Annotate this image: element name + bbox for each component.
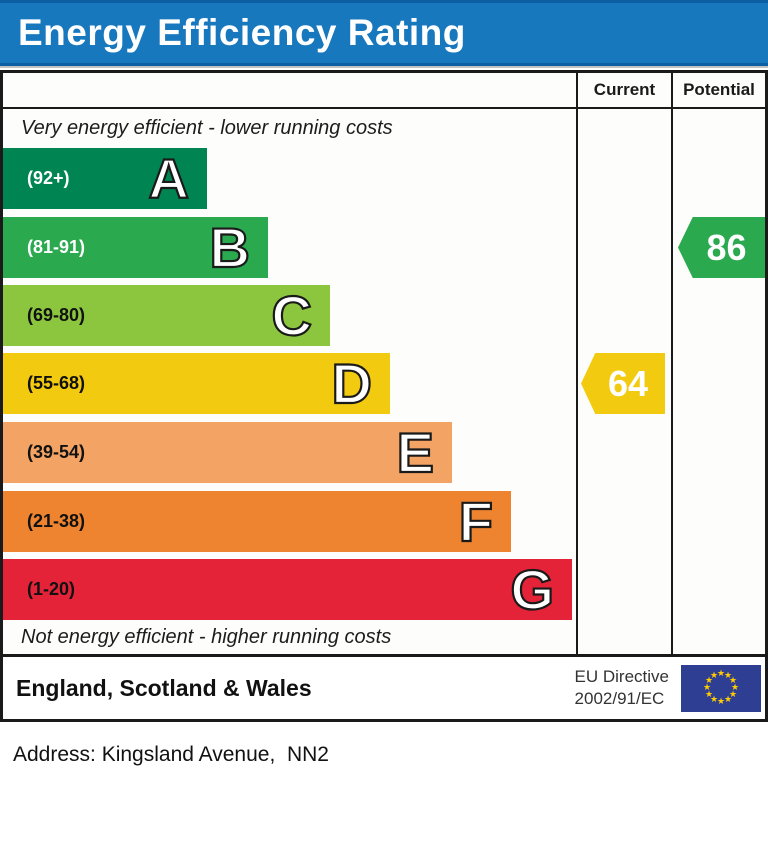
address-line: Address: Kingsland Avenue, NN2 — [13, 743, 329, 766]
potential-rating-arrow: 86 — [678, 217, 765, 278]
band-g-letter: G — [509, 558, 555, 621]
band-d-letter: D — [330, 352, 373, 415]
svg-text:★: ★ — [724, 695, 732, 705]
band-c-range-label: (69-80) — [27, 305, 86, 325]
svg-text:★: ★ — [710, 671, 718, 681]
current-column-header: Current — [593, 80, 656, 99]
svg-text:★: ★ — [717, 669, 725, 679]
eu-directive-line2: 2002/91/EC — [574, 689, 665, 708]
svg-text:★: ★ — [705, 676, 713, 686]
top-annotation: Very energy efficient - lower running co… — [21, 117, 393, 139]
svg-text:★: ★ — [731, 683, 739, 693]
band-f-bar: (21-38) F — [3, 490, 511, 553]
band-b-bar: (81-91) B — [3, 216, 268, 279]
table-header-row: Current Potential — [3, 73, 765, 109]
svg-text:★: ★ — [729, 690, 737, 700]
eu-flag-icon: ★ ★ ★ ★ ★ ★ ★ ★ ★ ★ ★ ★ — [681, 664, 761, 712]
band-e-range-label: (39-54) — [27, 442, 86, 462]
band-e-bar: (39-54) E — [3, 421, 452, 484]
potential-column-header: Potential — [683, 80, 755, 99]
band-g-bar: (1-20) G — [3, 558, 572, 621]
chart-title-bar: Energy Efficiency Rating — [0, 0, 768, 66]
svg-text:★: ★ — [717, 697, 725, 707]
band-c-letter: C — [270, 284, 313, 347]
band-a-range-label: (92+) — [27, 168, 70, 188]
eu-directive-line1: EU Directive — [574, 666, 669, 686]
band-f-letter: F — [458, 490, 494, 553]
band-a-letter: A — [147, 147, 190, 210]
svg-text:★: ★ — [710, 695, 718, 705]
potential-column-divider — [671, 73, 673, 654]
band-b-range-label: (81-91) — [27, 237, 86, 257]
svg-text:★: ★ — [729, 676, 737, 686]
bottom-annotation: Not energy efficient - higher running co… — [21, 626, 392, 648]
eu-directive-label: EU Directive 2002/91/EC — [575, 666, 669, 710]
band-d-bar: (55-68) D — [3, 352, 390, 415]
rating-table: Current Potential Very energy efficient … — [0, 70, 768, 657]
band-b-letter: B — [208, 216, 251, 279]
current-rating-value: 64 — [607, 362, 649, 404]
potential-rating-value: 86 — [706, 226, 747, 268]
svg-text:★: ★ — [703, 683, 711, 693]
svg-text:★: ★ — [724, 671, 732, 681]
band-a-bar: (92+) A — [3, 147, 207, 210]
current-column-divider — [576, 73, 578, 654]
footer-bar: England, Scotland & Wales EU Directive 2… — [0, 657, 768, 722]
chart-title: Energy Efficiency Rating — [18, 12, 466, 53]
band-d-range-label: (55-68) — [27, 373, 86, 393]
band-e-letter: E — [396, 421, 436, 484]
current-rating-arrow: 64 — [581, 353, 665, 414]
region-label: England, Scotland & Wales — [16, 674, 312, 701]
svg-text:★: ★ — [705, 690, 713, 700]
band-f-range-label: (21-38) — [27, 511, 86, 531]
band-g-range-label: (1-20) — [27, 579, 76, 599]
band-c-bar: (69-80) C — [3, 284, 330, 347]
